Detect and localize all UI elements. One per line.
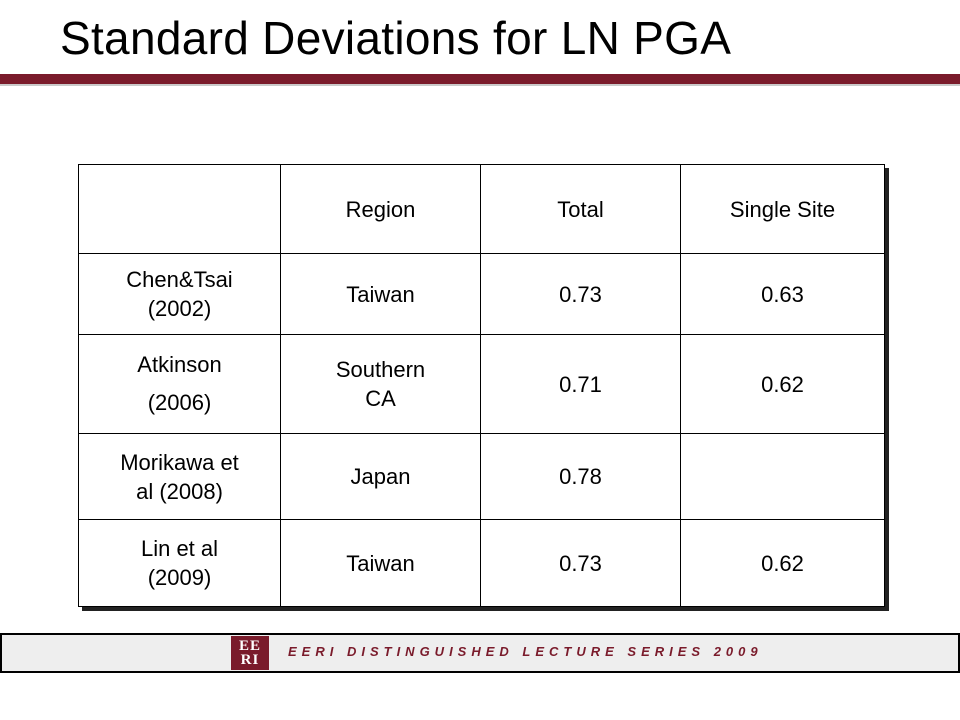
total-cell: 0.78 — [480, 433, 681, 520]
table-row: Chen&Tsai (2002) Taiwan 0.73 0.63 — [78, 253, 885, 335]
eeri-logo: EE RI — [231, 636, 269, 670]
region-cell: Japan — [280, 433, 481, 520]
sd-table-container: Region Total Single Site Chen&Tsai (2002… — [78, 164, 885, 607]
slide-title: Standard Deviations for LN PGA — [60, 12, 732, 64]
study-cell: Atkinson (2006) — [78, 334, 281, 434]
header-cell-single-site: Single Site — [680, 164, 885, 254]
total-cell: 0.71 — [480, 334, 681, 434]
single-site-cell: 0.63 — [680, 253, 885, 335]
table-row: Morikawa et al (2008) Japan 0.78 — [78, 433, 885, 520]
table-row: Atkinson (2006) Southern CA 0.71 0.62 — [78, 334, 885, 434]
region-cell: Taiwan — [280, 519, 481, 607]
sd-table: Region Total Single Site Chen&Tsai (2002… — [78, 164, 885, 607]
table-row: Lin et al (2009) Taiwan 0.73 0.62 — [78, 519, 885, 607]
total-cell: 0.73 — [480, 253, 681, 335]
study-cell: Lin et al (2009) — [78, 519, 281, 607]
logo-bottom-letters: RI — [240, 652, 260, 668]
single-site-cell — [680, 433, 885, 520]
total-cell: 0.73 — [480, 519, 681, 607]
header-cell-total: Total — [480, 164, 681, 254]
single-site-cell: 0.62 — [680, 519, 885, 607]
footer-series-text: EERI DISTINGUISHED LECTURE SERIES 2009 — [288, 644, 763, 659]
footer-bar: EE RI EERI DISTINGUISHED LECTURE SERIES … — [0, 633, 960, 673]
header-cell-blank — [78, 164, 281, 254]
region-cell: Taiwan — [280, 253, 481, 335]
title-divider — [0, 74, 960, 86]
logo-top-letters: EE — [238, 638, 261, 654]
header-cell-region: Region — [280, 164, 481, 254]
region-cell: Southern CA — [280, 334, 481, 434]
study-cell: Chen&Tsai (2002) — [78, 253, 281, 335]
study-cell: Morikawa et al (2008) — [78, 433, 281, 520]
single-site-cell: 0.62 — [680, 334, 885, 434]
table-header-row: Region Total Single Site — [78, 164, 885, 254]
